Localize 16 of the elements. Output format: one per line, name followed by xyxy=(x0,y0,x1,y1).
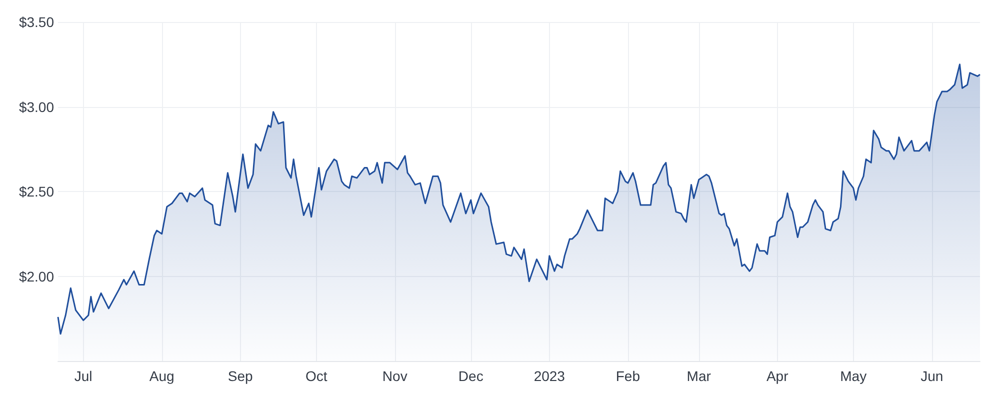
x-tick-label: Oct xyxy=(305,368,328,384)
x-tick-label: Jun xyxy=(920,368,944,384)
y-tick-label: $2.50 xyxy=(18,184,54,200)
y-tick-label: $3.00 xyxy=(18,98,54,115)
x-tick-label: May xyxy=(840,368,867,384)
x-tick-label: Jul xyxy=(74,368,92,384)
x-tick-label: Mar xyxy=(686,368,712,384)
x-tick-label: Dec xyxy=(458,368,484,384)
y-tick-label: $3.50 xyxy=(18,14,54,30)
x-tick-label: Apr xyxy=(766,368,789,384)
x-tick-label: Aug xyxy=(149,368,174,384)
x-tick-label: 2023 xyxy=(534,368,566,384)
x-tick-label: Sep xyxy=(228,368,254,384)
y-tick-label: $2.00 xyxy=(18,268,54,284)
x-tick-label: Feb xyxy=(616,368,640,384)
x-tick-label: Nov xyxy=(382,368,408,384)
